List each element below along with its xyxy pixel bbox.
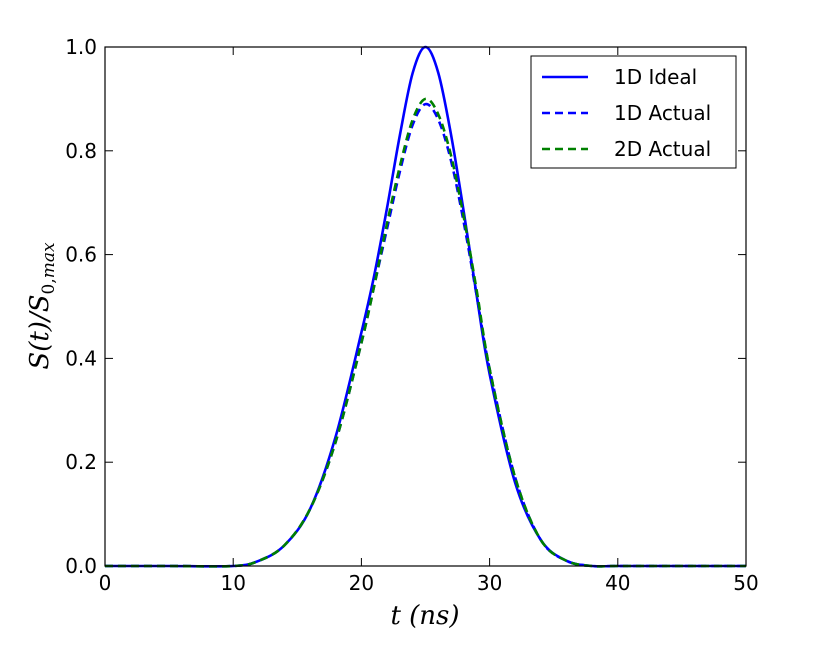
legend-label-1d-actual: 1D Actual — [614, 101, 711, 125]
y-tick-label: 1.0 — [65, 35, 97, 59]
x-tick-label: 30 — [477, 571, 502, 595]
x-tick-label: 0 — [99, 571, 112, 595]
x-tick-label: 40 — [605, 571, 630, 595]
legend-label-2d-actual: 2D Actual — [614, 137, 711, 161]
x-axis-label: t (ns) — [390, 601, 459, 631]
legend-label-1d-ideal: 1D Ideal — [614, 65, 697, 89]
x-axis-label-unit: ns — [419, 601, 449, 631]
ticks-layer: 0 10 20 30 40 50 0.0 0.2 0.4 0.6 0.8 1.0 — [65, 35, 759, 595]
y-tick-label: 0.4 — [65, 346, 97, 370]
legend-box — [530, 55, 737, 169]
legend: 1D Ideal 1D Actual 2D Actual — [530, 55, 737, 169]
y-tick-label: 0.0 — [65, 554, 97, 578]
x-tick-label: 20 — [349, 571, 374, 595]
y-tick-label: 0.6 — [65, 243, 97, 267]
y-tick-label: 0.8 — [65, 139, 97, 163]
plot-frame — [104, 46, 747, 567]
x-tick-label: 10 — [220, 571, 245, 595]
series-line-2d-actual — [104, 97, 746, 568]
y-axis-label: S(t)/S0,max — [25, 242, 59, 370]
y-tick-label: 0.2 — [65, 450, 97, 474]
x-tick-label: 50 — [733, 571, 758, 595]
